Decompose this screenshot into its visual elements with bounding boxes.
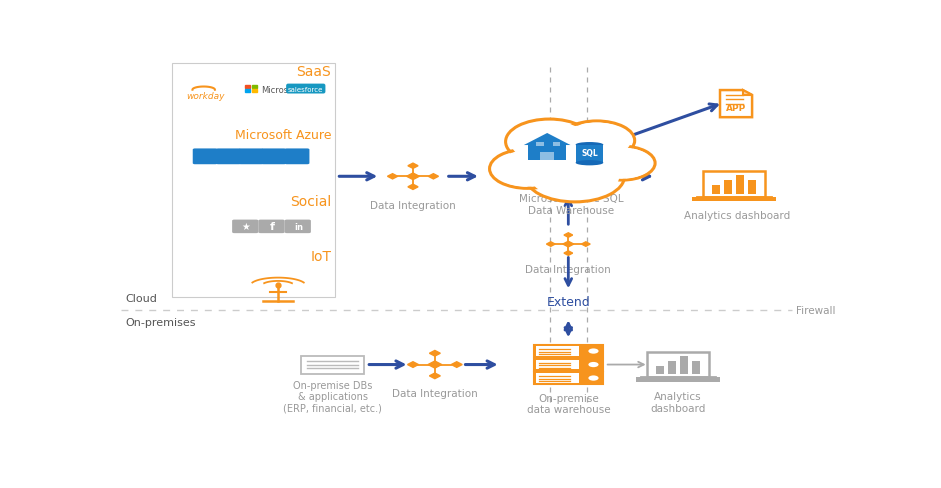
Bar	[245, 86, 250, 89]
Bar	[535, 360, 579, 370]
Polygon shape	[720, 91, 752, 118]
Bar	[528, 146, 566, 161]
Bar	[712, 186, 720, 194]
Circle shape	[489, 150, 566, 189]
Bar	[553, 143, 560, 147]
Polygon shape	[564, 251, 573, 256]
Bar	[693, 361, 700, 375]
FancyBboxPatch shape	[534, 372, 603, 384]
FancyBboxPatch shape	[301, 356, 364, 374]
FancyBboxPatch shape	[216, 149, 241, 165]
Polygon shape	[407, 174, 420, 180]
FancyBboxPatch shape	[284, 149, 310, 165]
Bar	[252, 86, 257, 89]
Circle shape	[511, 122, 588, 162]
Text: Data Integration: Data Integration	[392, 388, 478, 398]
Text: Microsoft Azure SQL
Data Warehouse: Microsoft Azure SQL Data Warehouse	[518, 194, 624, 215]
Text: Social: Social	[290, 194, 331, 208]
Polygon shape	[429, 373, 440, 379]
Text: ★: ★	[242, 222, 250, 232]
Text: SaaS: SaaS	[296, 65, 331, 79]
Text: Cloud: Cloud	[125, 294, 157, 304]
Bar	[725, 181, 732, 194]
Polygon shape	[388, 174, 398, 180]
Polygon shape	[407, 185, 418, 190]
Bar	[680, 356, 688, 375]
Polygon shape	[428, 174, 439, 180]
FancyBboxPatch shape	[259, 220, 284, 234]
Circle shape	[588, 376, 598, 381]
Text: Data Integration: Data Integration	[525, 264, 612, 274]
Text: Data Integration: Data Integration	[370, 200, 455, 210]
Polygon shape	[452, 362, 462, 367]
Bar	[668, 361, 677, 375]
Circle shape	[532, 154, 618, 200]
FancyBboxPatch shape	[646, 352, 709, 378]
Text: f: f	[270, 222, 275, 232]
Text: On-premise DBs
& applications
(ERP, financial, etc.): On-premise DBs & applications (ERP, fina…	[283, 380, 382, 413]
Circle shape	[525, 151, 625, 203]
Circle shape	[559, 122, 634, 161]
Text: Extend: Extend	[547, 295, 590, 308]
Text: Analytics
dashboard: Analytics dashboard	[650, 391, 706, 413]
Text: Microsoft Azure: Microsoft Azure	[235, 128, 331, 141]
Bar	[245, 90, 250, 93]
Bar	[535, 346, 579, 356]
Text: Analytics dashboard: Analytics dashboard	[684, 211, 790, 221]
Bar	[737, 175, 744, 194]
Polygon shape	[524, 134, 570, 146]
Polygon shape	[407, 164, 418, 169]
Text: On-premise
data warehouse: On-premise data warehouse	[527, 393, 610, 414]
Bar	[748, 181, 757, 194]
Text: Microsoft: Microsoft	[261, 86, 299, 95]
Polygon shape	[428, 361, 441, 368]
FancyBboxPatch shape	[703, 172, 765, 197]
Polygon shape	[582, 243, 590, 247]
FancyBboxPatch shape	[172, 64, 335, 297]
Bar	[252, 90, 257, 93]
Circle shape	[589, 147, 655, 181]
FancyBboxPatch shape	[284, 220, 311, 234]
Circle shape	[494, 152, 561, 186]
FancyBboxPatch shape	[534, 359, 603, 371]
Ellipse shape	[576, 161, 603, 166]
Circle shape	[505, 120, 593, 165]
Text: in: in	[294, 223, 303, 231]
Text: salesforce: salesforce	[288, 86, 324, 92]
Circle shape	[588, 362, 598, 367]
Text: On-premises: On-premises	[125, 317, 196, 327]
Text: APP: APP	[726, 103, 746, 113]
Circle shape	[594, 149, 651, 179]
Bar	[576, 145, 603, 163]
Polygon shape	[563, 242, 574, 247]
Bar	[536, 143, 544, 147]
Bar	[540, 152, 554, 161]
FancyBboxPatch shape	[239, 149, 263, 165]
Bar	[656, 366, 664, 375]
Text: Firewall: Firewall	[796, 305, 836, 315]
Circle shape	[564, 124, 630, 159]
Polygon shape	[564, 233, 573, 238]
Text: SQL: SQL	[582, 149, 598, 158]
Polygon shape	[547, 243, 555, 247]
FancyBboxPatch shape	[232, 220, 259, 234]
Bar	[636, 378, 720, 382]
FancyBboxPatch shape	[193, 149, 217, 165]
Ellipse shape	[576, 142, 603, 148]
Text: IoT: IoT	[311, 249, 331, 264]
Polygon shape	[429, 351, 440, 356]
Text: workday: workday	[186, 92, 224, 101]
Circle shape	[588, 349, 598, 354]
Bar	[535, 373, 579, 383]
Polygon shape	[742, 91, 752, 96]
FancyBboxPatch shape	[262, 149, 286, 165]
FancyBboxPatch shape	[534, 346, 603, 357]
Bar	[692, 197, 775, 202]
Polygon shape	[407, 362, 419, 367]
